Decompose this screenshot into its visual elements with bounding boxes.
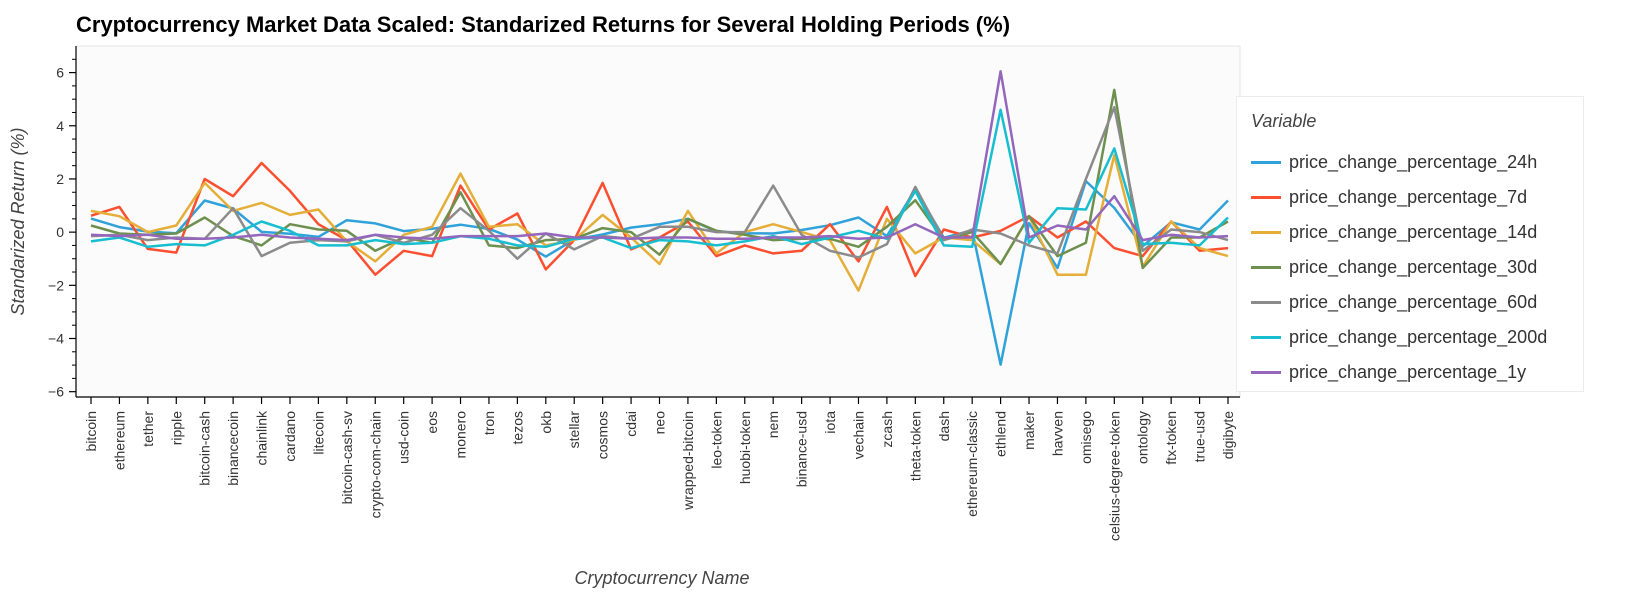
x-tick-label: wrapped-bitcoin <box>680 411 696 511</box>
legend: Variable price_change_percentage_24h pric… <box>1236 96 1584 392</box>
x-tick-label: havven <box>1049 411 1065 456</box>
x-tick-label: cosmos <box>595 411 611 459</box>
y-tick-label: −2 <box>48 277 64 293</box>
x-tick-label: ripple <box>168 411 184 445</box>
x-tick-label: neo <box>652 411 668 435</box>
y-axis: −6 −4 −2 0 2 4 6 <box>48 46 77 400</box>
y-tick-label: 2 <box>56 171 64 187</box>
legend-item[interactable]: price_change_percentage_24h <box>1251 145 1547 180</box>
x-tick-label: huobi-token <box>737 411 753 484</box>
series-line-price-change-percentage-60d <box>90 105 1229 260</box>
legend-item[interactable]: price_change_percentage_60d <box>1251 285 1547 320</box>
x-tick-label: monero <box>453 411 469 459</box>
y-tick-label: 4 <box>56 118 64 134</box>
series-layer <box>90 70 1229 366</box>
x-tick-label: cdai <box>623 411 639 437</box>
y-axis-title: Standarized Return (%) <box>8 127 28 315</box>
legend-item[interactable]: price_change_percentage_1y <box>1251 355 1547 390</box>
y-tick-label: −4 <box>48 331 64 347</box>
x-tick-label: usd-coin <box>396 411 412 464</box>
legend-item[interactable]: price_change_percentage_7d <box>1251 180 1547 215</box>
x-tick-label: crypto-com-chain <box>367 411 383 518</box>
legend-label: price_change_percentage_1y <box>1289 362 1527 382</box>
x-tick-label: true-usd <box>1192 411 1208 462</box>
legend-label: price_change_percentage_7d <box>1289 187 1528 207</box>
legend-swatch <box>1251 266 1281 269</box>
x-tick-label: vechain <box>850 411 866 459</box>
series-line-price-change-percentage-200d <box>90 108 1229 250</box>
x-tick-label: ontology <box>1135 411 1151 464</box>
x-tick-label: litecoin <box>310 411 326 455</box>
x-tick-label: cardano <box>282 411 298 462</box>
x-tick-label: bitcoin-cash-sv <box>339 411 355 504</box>
x-tick-label: ftx-token <box>1163 411 1179 465</box>
x-tick-label: chainlink <box>254 410 270 465</box>
series-line-price-change-percentage-14d <box>90 153 1229 292</box>
legend-label: price_change_percentage_30d <box>1289 257 1538 277</box>
legend-list: price_change_percentage_24h price_change_… <box>1251 145 1547 390</box>
x-tick-label: binance-usd <box>794 411 810 487</box>
x-tick-label: tether <box>140 411 156 447</box>
legend-swatch <box>1251 301 1281 304</box>
chart-title: Cryptocurrency Market Data Scaled: Stand… <box>76 12 1011 37</box>
x-tick-label: binancecoin <box>225 411 241 486</box>
legend-swatch <box>1251 371 1281 374</box>
y-tick-label: −6 <box>48 384 64 400</box>
x-tick-label: tezos <box>509 411 525 444</box>
x-tick-label: ethereum <box>111 411 127 470</box>
legend-label: price_change_percentage_24h <box>1289 152 1538 172</box>
x-tick-label: iota <box>822 411 838 434</box>
x-tick-label: bitcoin-cash <box>197 411 213 486</box>
y-tick-label: 0 <box>56 224 64 240</box>
legend-label: price_change_percentage_14d <box>1289 222 1538 242</box>
x-tick-label: theta-token <box>907 411 923 481</box>
x-tick-label: leo-token <box>708 411 724 469</box>
legend-item[interactable]: price_change_percentage_14d <box>1251 215 1547 250</box>
legend-swatch <box>1251 161 1281 164</box>
x-tick-label: digibyte <box>1220 411 1236 459</box>
x-tick-label: zcash <box>879 411 895 448</box>
legend-item[interactable]: price_change_percentage_30d <box>1251 250 1547 285</box>
x-tick-label: omisego <box>1078 411 1094 464</box>
x-tick-label: maker <box>1021 411 1037 450</box>
legend-title: Variable <box>1251 111 1317 131</box>
x-tick-label: celsius-degree-token <box>1106 411 1122 541</box>
x-tick-label: ethlend <box>993 411 1009 457</box>
series-line-price-change-percentage-1y <box>90 70 1229 242</box>
x-tick-label: nem <box>765 411 781 438</box>
x-tick-label: okb <box>538 411 554 434</box>
legend-swatch <box>1251 231 1281 234</box>
x-axis: bitcoin ethereum tether ripple bitcoin-cash b… <box>76 396 1240 541</box>
y-tick-label: 6 <box>56 65 64 81</box>
legend-label: price_change_percentage_200d <box>1289 327 1548 347</box>
legend-label: price_change_percentage_60d <box>1289 292 1538 312</box>
x-tick-label: eos <box>424 411 440 434</box>
legend-swatch <box>1251 336 1281 339</box>
x-tick-label: dash <box>936 411 952 441</box>
legend-swatch <box>1251 196 1281 199</box>
x-tick-label: ethereum-classic <box>964 411 980 517</box>
x-tick-label: bitcoin <box>83 411 99 451</box>
x-axis-title: Cryptocurrency Name <box>574 568 749 588</box>
x-tick-label: tron <box>481 411 497 435</box>
legend-item[interactable]: price_change_percentage_200d <box>1251 320 1547 355</box>
x-tick-label: stellar <box>566 411 582 449</box>
